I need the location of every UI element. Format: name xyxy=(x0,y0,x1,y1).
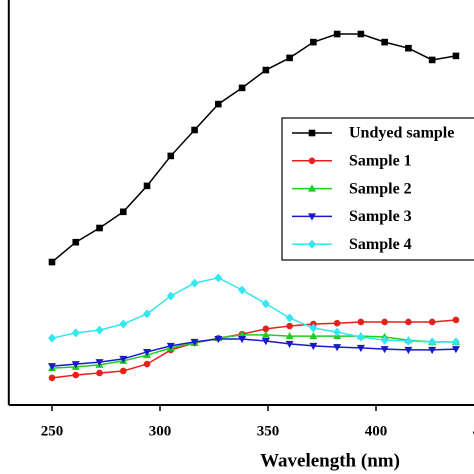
marker xyxy=(405,318,412,326)
legend-label: Sample 2 xyxy=(349,180,412,197)
marker xyxy=(48,258,56,266)
marker xyxy=(214,335,223,344)
x-tick-label: 400 xyxy=(365,423,388,439)
marker xyxy=(404,346,413,355)
marker xyxy=(380,346,389,354)
marker xyxy=(333,327,342,337)
marker xyxy=(452,316,460,324)
marker xyxy=(48,363,56,371)
marker xyxy=(95,325,104,335)
marker xyxy=(143,348,152,357)
marker xyxy=(143,309,152,319)
marker xyxy=(356,332,365,342)
marker xyxy=(96,369,103,377)
marker xyxy=(285,340,294,349)
series-line xyxy=(51,277,456,343)
marker xyxy=(166,342,175,351)
marker xyxy=(286,54,293,62)
marker xyxy=(238,84,246,92)
marker xyxy=(119,367,127,375)
marker xyxy=(451,346,460,354)
marker xyxy=(333,319,341,327)
marker xyxy=(71,361,80,369)
x-tick-label: 350 xyxy=(257,423,280,439)
marker xyxy=(285,331,294,340)
marker xyxy=(190,278,199,288)
series-line xyxy=(51,334,456,369)
marker xyxy=(381,318,388,326)
marker xyxy=(308,129,316,137)
marker xyxy=(333,344,342,352)
marker xyxy=(405,44,412,52)
legend-label: Undyed sample xyxy=(349,125,454,142)
marker xyxy=(333,30,341,38)
marker xyxy=(238,285,247,295)
marker xyxy=(428,56,436,64)
marker xyxy=(261,330,270,338)
marker xyxy=(356,344,365,353)
marker xyxy=(309,331,318,340)
x-tick-label: 300 xyxy=(149,423,172,439)
marker xyxy=(285,313,294,323)
marker xyxy=(190,338,199,347)
marker xyxy=(308,184,316,192)
legend-label: Sample 4 xyxy=(349,236,412,253)
marker xyxy=(71,328,80,338)
marker xyxy=(96,224,103,232)
marker xyxy=(357,30,365,38)
marker xyxy=(48,333,56,343)
marker xyxy=(48,374,56,382)
marker xyxy=(308,239,316,249)
series-line xyxy=(51,319,456,379)
x-tick-label: 250 xyxy=(41,423,64,439)
x-tick-label: 450 xyxy=(473,423,474,439)
marker xyxy=(452,52,460,60)
marker xyxy=(380,335,389,345)
marker xyxy=(167,152,175,160)
series-line xyxy=(51,338,456,367)
marker xyxy=(451,337,460,347)
marker xyxy=(381,38,388,46)
marker xyxy=(119,208,127,216)
marker xyxy=(72,238,80,246)
marker xyxy=(428,318,436,326)
marker xyxy=(215,100,222,108)
legend-label: Sample 1 xyxy=(349,152,412,169)
marker xyxy=(166,291,175,301)
marker xyxy=(95,359,104,367)
marker xyxy=(238,335,247,344)
marker xyxy=(286,322,293,330)
marker xyxy=(308,157,316,165)
x-axis-label: Wavelength (nm) xyxy=(260,450,400,471)
marker xyxy=(262,66,270,74)
marker xyxy=(261,338,270,346)
marker xyxy=(261,299,270,309)
marker xyxy=(143,360,151,368)
marker xyxy=(119,355,128,364)
marker xyxy=(428,337,437,347)
marker xyxy=(143,182,151,190)
series-line xyxy=(51,33,457,263)
marker xyxy=(310,38,317,46)
marker xyxy=(357,318,365,326)
marker xyxy=(309,342,318,351)
marker xyxy=(191,126,198,134)
marker xyxy=(72,371,80,379)
marker xyxy=(428,346,437,355)
legend-label: Sample 3 xyxy=(349,208,412,225)
marker xyxy=(214,273,223,283)
marker xyxy=(404,336,413,346)
marker xyxy=(309,323,318,333)
marker xyxy=(308,213,316,221)
marker xyxy=(119,319,128,329)
marker xyxy=(262,325,270,333)
